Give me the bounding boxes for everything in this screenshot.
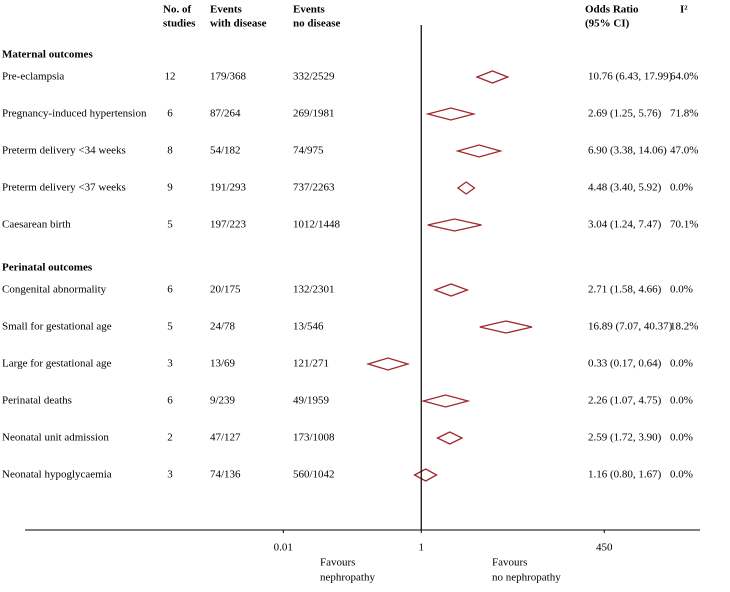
- events-with: 87/264: [210, 108, 241, 120]
- favours-label: no nephropathy: [492, 572, 561, 584]
- events-with: 191/293: [210, 182, 247, 194]
- events-without: 132/2301: [293, 284, 335, 296]
- events-without: 49/1959: [293, 395, 330, 407]
- favours-label: Favours: [320, 557, 355, 569]
- section-title: Maternal outcomes: [2, 49, 93, 61]
- favours-label: nephropathy: [320, 572, 375, 584]
- row-label: Large for gestational age: [2, 358, 112, 370]
- row-label: Neonatal unit admission: [2, 432, 109, 444]
- odds-ratio: 2.26 (1.07, 4.75): [588, 395, 662, 407]
- i2: 64.0%: [670, 71, 698, 83]
- events-with: 24/78: [210, 321, 236, 333]
- events-with: 9/239: [210, 395, 236, 407]
- diamond: [413, 468, 438, 482]
- row-label: Caesarean birth: [2, 219, 71, 231]
- diamond: [456, 181, 476, 195]
- column-header: Events: [210, 4, 243, 16]
- column-header: Events: [293, 4, 326, 16]
- i2: 0.0%: [670, 395, 693, 407]
- events-without: 737/2263: [293, 182, 335, 194]
- studies: 5: [167, 321, 173, 333]
- i2: 0.0%: [670, 469, 693, 481]
- column-header: (95% CI): [585, 18, 630, 30]
- studies: 6: [167, 395, 173, 407]
- column-header: with disease: [210, 18, 267, 30]
- column-header: studies: [163, 18, 196, 30]
- i2: 47.0%: [670, 145, 698, 157]
- row-label: Preterm delivery <34 weeks: [2, 145, 126, 157]
- column-header: Odds Ratio: [585, 4, 639, 16]
- events-with: 13/69: [210, 358, 236, 370]
- events-with: 54/182: [210, 145, 241, 157]
- section-title: Perinatal outcomes: [2, 262, 93, 274]
- events-without: 121/271: [293, 358, 329, 370]
- studies: 9: [167, 182, 173, 194]
- row-label: Perinatal deaths: [2, 395, 72, 407]
- i2: 0.0%: [670, 358, 693, 370]
- diamond: [420, 394, 471, 408]
- i2: 18.2%: [670, 321, 698, 333]
- events-without: 74/975: [293, 145, 324, 157]
- column-header: no disease: [293, 18, 340, 30]
- column-header: I²: [680, 4, 688, 16]
- events-with: 74/136: [210, 469, 241, 481]
- row-label: Pregnancy-induced hypertension: [2, 108, 147, 120]
- favours-label: Favours: [492, 557, 527, 569]
- diamond: [475, 70, 510, 84]
- i2: 0.0%: [670, 182, 693, 194]
- row-label: Pre-eclampsia: [2, 71, 64, 83]
- events-without: 13/546: [293, 321, 324, 333]
- odds-ratio: 10.76 (6.43, 17.99): [588, 71, 673, 83]
- studies: 2: [167, 432, 173, 444]
- events-with: 20/175: [210, 284, 241, 296]
- diamond: [479, 320, 533, 334]
- column-header: No. of: [163, 4, 191, 16]
- odds-ratio: 4.48 (3.40, 5.92): [588, 182, 662, 194]
- row-label: Neonatal hypoglycaemia: [2, 469, 112, 481]
- x-tick-label: 1: [418, 542, 424, 554]
- studies: 3: [167, 358, 173, 370]
- row-label: Congenital abnormality: [2, 284, 107, 296]
- studies: 6: [167, 108, 173, 120]
- i2: 70.1%: [670, 219, 698, 231]
- i2: 71.8%: [670, 108, 698, 120]
- studies: 8: [167, 145, 173, 157]
- events-with: 197/223: [210, 219, 247, 231]
- row-label: Preterm delivery <37 weeks: [2, 182, 126, 194]
- diamond: [425, 107, 477, 121]
- odds-ratio: 16.89 (7.07, 40.37): [588, 321, 673, 333]
- diamond: [455, 144, 503, 158]
- diamond: [433, 283, 470, 297]
- events-with: 179/368: [210, 71, 247, 83]
- i2: 0.0%: [670, 284, 693, 296]
- odds-ratio: 6.90 (3.38, 14.06): [588, 145, 667, 157]
- odds-ratio: 2.69 (1.25, 5.76): [588, 108, 662, 120]
- odds-ratio: 2.71 (1.58, 4.66): [588, 284, 662, 296]
- row-label: Small for gestational age: [2, 321, 112, 333]
- i2: 0.0%: [670, 432, 693, 444]
- events-without: 560/1042: [293, 469, 335, 481]
- x-tick-label: 450: [596, 542, 613, 554]
- studies: 6: [167, 284, 173, 296]
- events-without: 173/1008: [293, 432, 335, 444]
- studies: 3: [167, 469, 173, 481]
- odds-ratio: 1.16 (0.80, 1.67): [588, 469, 662, 481]
- odds-ratio: 2.59 (1.72, 3.90): [588, 432, 662, 444]
- diamond: [365, 357, 411, 371]
- odds-ratio: 0.33 (0.17, 0.64): [588, 358, 662, 370]
- odds-ratio: 3.04 (1.24, 7.47): [588, 219, 662, 231]
- diamond: [436, 431, 464, 445]
- studies: 12: [165, 71, 176, 83]
- diamond: [427, 218, 482, 232]
- studies: 5: [167, 219, 173, 231]
- x-tick-label: 0.01: [274, 542, 293, 554]
- events-with: 47/127: [210, 432, 241, 444]
- events-without: 332/2529: [293, 71, 335, 83]
- events-without: 1012/1448: [293, 219, 341, 231]
- events-without: 269/1981: [293, 108, 335, 120]
